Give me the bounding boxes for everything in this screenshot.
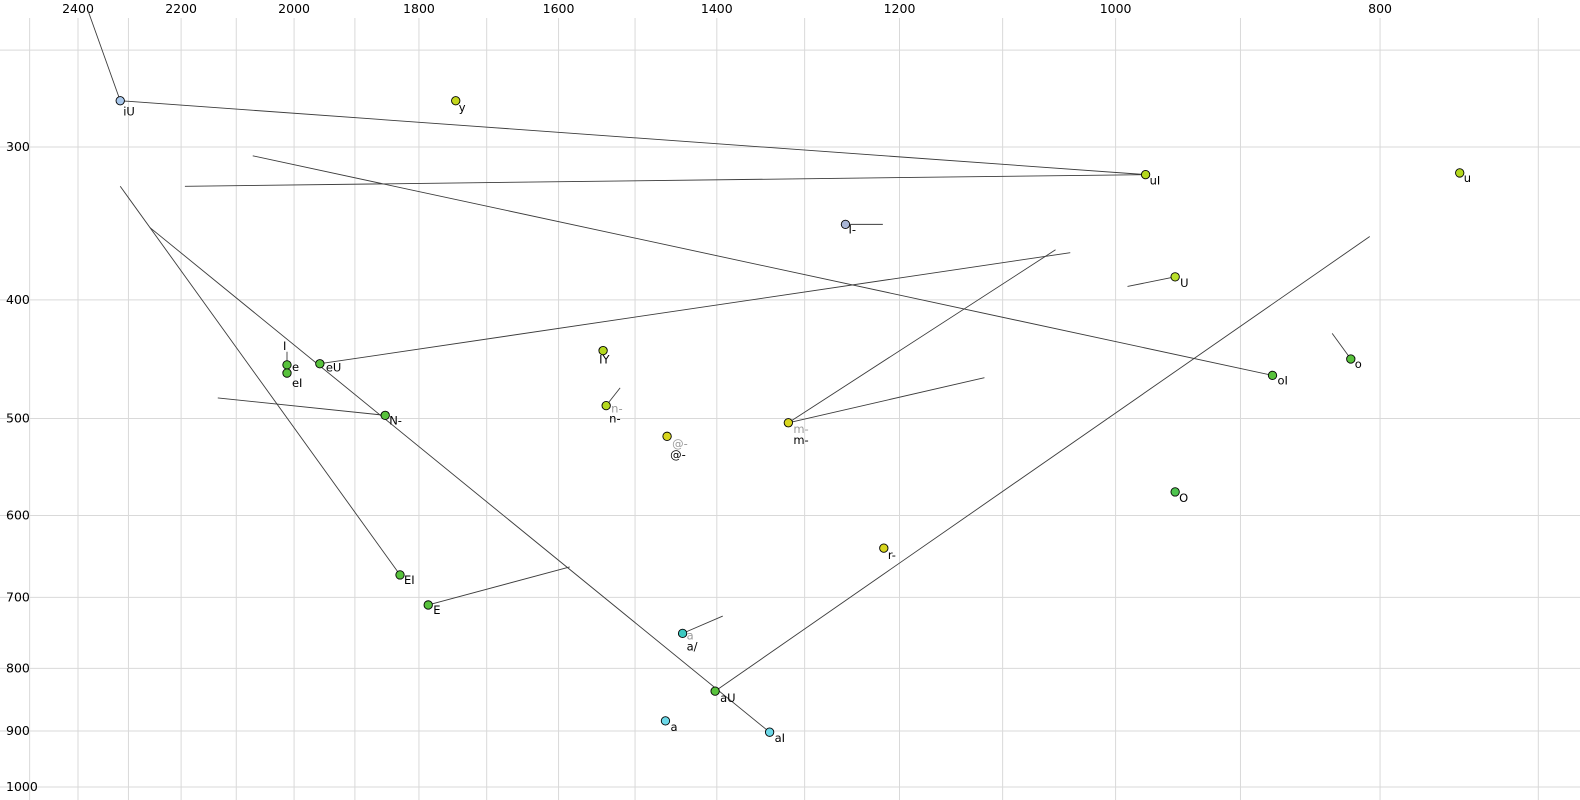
x-tick-label-1400: 1400	[701, 1, 733, 16]
trajectory-line-6	[788, 377, 985, 424]
vowel-point-24-ai[interactable]	[764, 727, 775, 737]
vowel-point-12-iy[interactable]	[598, 345, 608, 356]
vowel-label-12-iy: IY	[599, 353, 610, 367]
vowel-point-22-au[interactable]	[710, 686, 720, 696]
vowel-label-23-a: a	[670, 720, 677, 734]
vowel-point-6-o[interactable]	[1346, 354, 1356, 364]
vowel-point-13-n[interactable]	[601, 400, 611, 411]
vowel-point-18-r[interactable]	[879, 543, 889, 553]
trajectory-line-7	[714, 236, 1370, 692]
trajectory-line-0	[87, 10, 121, 101]
vowel-label-5-u: U	[1180, 276, 1188, 290]
y-tick-label-300: 300	[6, 139, 30, 154]
trajectory-line-9	[119, 186, 401, 576]
vowel-label-21-a-alt1: a/	[687, 639, 698, 653]
vowel-label-14-p: @-	[672, 436, 688, 450]
vowel-point-19-ei[interactable]	[395, 570, 405, 580]
vowel-label-16-m: m-	[793, 422, 808, 436]
vowel-label-20-e: E	[433, 603, 440, 617]
vowel-point-17-o[interactable]	[1170, 487, 1180, 497]
x-tick-label-2400: 2400	[62, 1, 94, 16]
trajectory-line-4	[319, 252, 1071, 365]
y-tick-label-400: 400	[6, 292, 30, 307]
y-tick-label-500: 500	[6, 411, 30, 426]
vowel-point-15-n[interactable]	[380, 410, 390, 420]
vowel-point-11-eu[interactable]	[315, 359, 325, 369]
trajectory-line-14	[1127, 276, 1176, 287]
trajectory-line-11	[428, 566, 570, 606]
trajectory-line-8	[149, 227, 770, 733]
vowel-label-14-p-alt1: @-	[670, 447, 686, 461]
vowel-label-13-n: n-	[611, 402, 622, 416]
vowel-label-16-m-alt1: m-	[793, 433, 808, 447]
vowel-point-2-ui[interactable]	[1140, 169, 1151, 180]
x-tick-label-2000: 2000	[278, 1, 310, 16]
vowel-point-0-iu[interactable]	[115, 96, 125, 106]
vowel-label-21-a: a	[687, 628, 694, 642]
y-tick-label-600: 600	[6, 507, 30, 522]
vowel-point-9-e[interactable]	[282, 360, 292, 370]
vowel-label-7-oi: oI	[1278, 373, 1288, 387]
vowel-label-6-o: o	[1355, 357, 1362, 371]
vowel-label-1-y: y	[459, 101, 466, 115]
y-tick-label-800: 800	[6, 660, 30, 675]
trajectory-line-5	[788, 249, 1056, 424]
vowel-point-4-i[interactable]	[840, 219, 851, 230]
vowel-point-23-a[interactable]	[660, 716, 671, 726]
vowel-point-14-p[interactable]	[662, 431, 672, 441]
trajectory-line-12	[682, 615, 723, 634]
x-tick-label-800: 800	[1368, 1, 1392, 16]
vowel-point-3-u[interactable]	[1455, 168, 1465, 178]
vowel-label-15-n: N-	[389, 413, 402, 427]
x-tick-label-1800: 1800	[403, 1, 435, 16]
vowel-label-17-o: O	[1179, 491, 1188, 505]
vowel-point-16-m[interactable]	[783, 418, 793, 428]
vowel-label-2-ui: uI	[1150, 174, 1161, 188]
x-tick-label-1600: 1600	[543, 1, 575, 16]
x-tick-label-2200: 2200	[165, 1, 197, 16]
vowel-label-13-n-alt1: n-	[609, 412, 620, 426]
trajectory-line-1	[120, 100, 1146, 176]
trajectory-line-15	[1331, 333, 1352, 360]
trajectory-line-10	[217, 397, 386, 416]
vowel-label-18-r: r-	[888, 548, 896, 562]
vowel-label-22-au: aU	[720, 691, 735, 705]
trajectory-line-2	[184, 174, 1146, 187]
vowel-point-21-a[interactable]	[677, 628, 688, 639]
y-tick-label-700: 700	[6, 589, 30, 604]
x-tick-label-1200: 1200	[884, 1, 916, 16]
vowel-point-1-y[interactable]	[451, 96, 461, 106]
vowel-point-20-e[interactable]	[423, 600, 433, 610]
x-tick-label-1000: 1000	[1100, 1, 1132, 16]
trajectory-line-3	[252, 155, 1273, 376]
vowel-point-7-oi[interactable]	[1267, 370, 1278, 381]
y-tick-label-900: 900	[6, 723, 30, 738]
vowel-label-4-i: I-	[848, 222, 856, 236]
vowel-label-3-u: u	[1464, 171, 1471, 185]
vowel-point-10-ei[interactable]	[282, 368, 292, 378]
vowel-label-24-ai: aI	[775, 731, 785, 745]
y-tick-label-1000: 1000	[6, 779, 38, 794]
vowel-label-9-e: e	[292, 360, 299, 374]
vowel-label-10-ei: eI	[292, 376, 302, 390]
vowel-label-8-i: I	[283, 339, 286, 353]
vowel-point-5-u[interactable]	[1170, 272, 1180, 282]
vowel-label-19-ei: EI	[404, 573, 415, 587]
vowel-label-0-iu: iU	[123, 105, 135, 119]
vowel-label-11-eu: eU	[326, 361, 342, 375]
